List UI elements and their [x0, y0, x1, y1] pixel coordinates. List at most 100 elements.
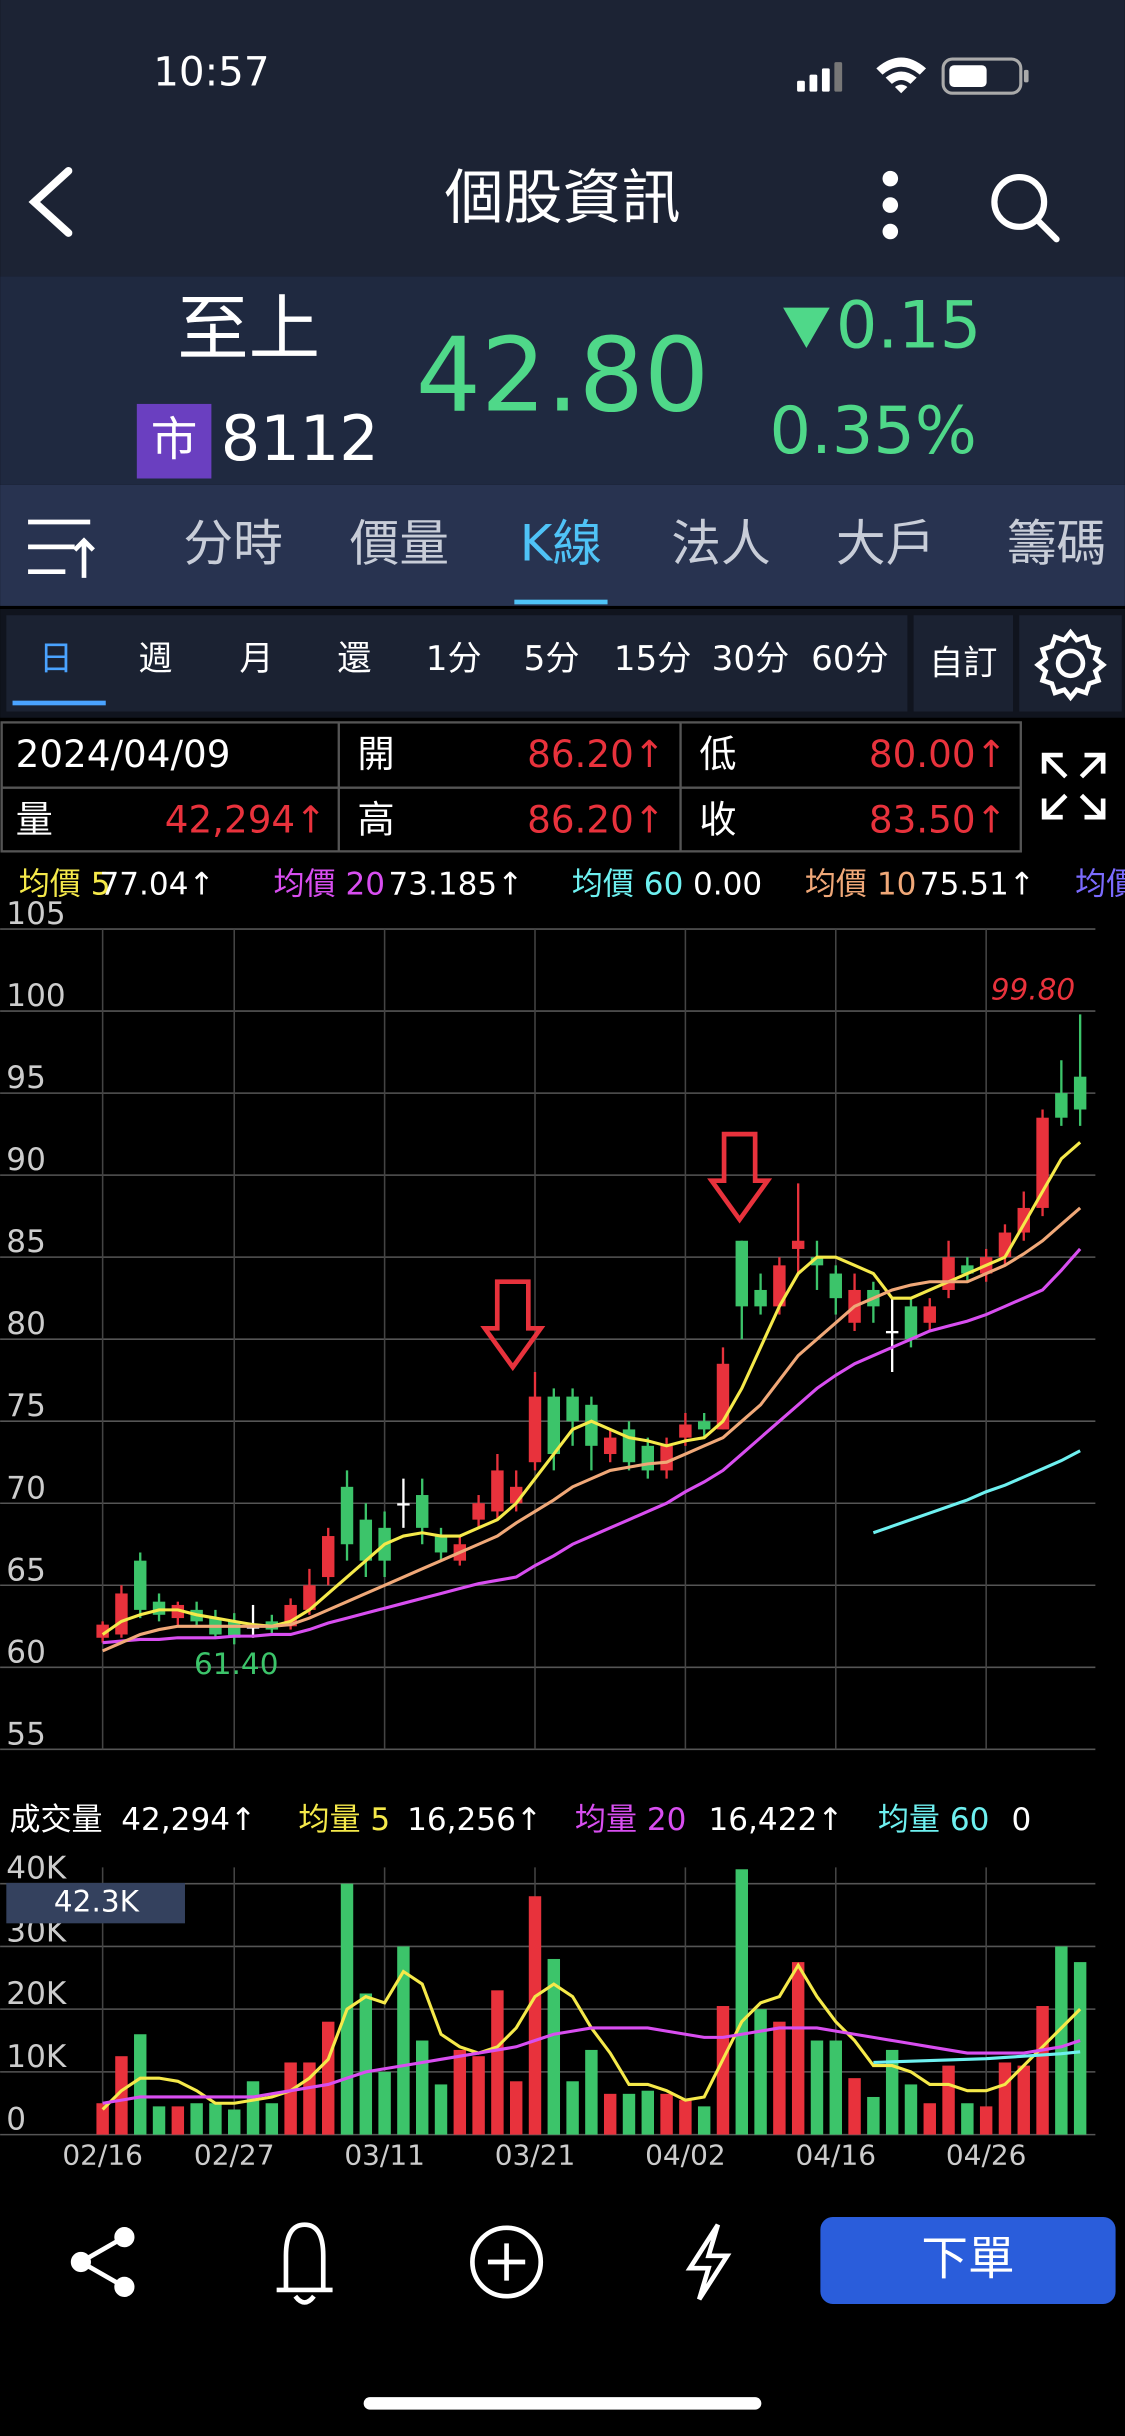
- share-button[interactable]: [70, 2227, 135, 2297]
- ma-line: [873, 2050, 1081, 2065]
- volume-bar: [434, 2084, 448, 2135]
- x-tick-label: 04/16: [795, 2138, 876, 2171]
- volume-bar: [998, 2062, 1012, 2135]
- volume-bar: [491, 1990, 504, 2135]
- settings-icon[interactable]: [1034, 628, 1107, 702]
- volume-bar: [867, 2096, 880, 2135]
- candle-body: [697, 1421, 711, 1430]
- period-underline: [12, 700, 106, 706]
- header-bg: [0, 0, 1125, 277]
- add-button[interactable]: [470, 2225, 544, 2299]
- x-tick-label: 03/11: [344, 2138, 425, 2171]
- down-triangle: [783, 307, 830, 348]
- volume-bar: [1055, 1946, 1068, 2135]
- tab[interactable]: 大戶: [836, 514, 935, 572]
- legend-name: 均量 5: [298, 1802, 390, 1838]
- volume-bar: [848, 2078, 861, 2135]
- info-value: 86.20↑: [527, 732, 665, 776]
- more-button[interactable]: [882, 170, 899, 240]
- tab[interactable]: 價量: [350, 514, 449, 572]
- period[interactable]: 15分: [614, 639, 692, 679]
- order-label[interactable]: 下單: [921, 2232, 1014, 2286]
- custom-period[interactable]: 自訂: [929, 643, 997, 683]
- tab[interactable]: 分時: [183, 514, 282, 572]
- volume-bar: [885, 2049, 899, 2135]
- period[interactable]: 60分: [811, 639, 889, 679]
- candle-body: [773, 1265, 786, 1307]
- volume-bar: [171, 2106, 185, 2135]
- market-badge: [136, 403, 212, 479]
- candle-body: [528, 1396, 542, 1463]
- y-tick-label: 0: [6, 2102, 26, 2138]
- low-annotation: 61.40: [194, 1647, 278, 1681]
- x-tick-label: 03/21: [495, 2138, 576, 2171]
- candle-body: [491, 1470, 504, 1512]
- tab[interactable]: 籌碼: [1007, 514, 1106, 572]
- candle-body: [735, 1240, 748, 1307]
- volume-bar: [415, 2040, 429, 2135]
- back-button[interactable]: [28, 167, 73, 237]
- y-tick-label: 105: [6, 896, 65, 932]
- candle-body: [904, 1306, 918, 1340]
- candle-body: [585, 1404, 598, 1446]
- volume-bar: [754, 2009, 767, 2135]
- volume-bar: [622, 2093, 636, 2135]
- volume-bar: [979, 2106, 993, 2135]
- volume-bar: [246, 2081, 260, 2135]
- y-tick-label: 65: [6, 1552, 46, 1588]
- home-indicator: [363, 2397, 762, 2410]
- y-tick-label: 75: [6, 1388, 46, 1424]
- period[interactable]: 還: [337, 639, 371, 679]
- price-change-pct: 0.35%: [770, 393, 977, 469]
- period[interactable]: 30分: [712, 639, 790, 679]
- y-tick-label: 100: [6, 978, 65, 1014]
- order-button[interactable]: [820, 2216, 1116, 2304]
- candle-body: [340, 1486, 354, 1545]
- period[interactable]: 1分: [426, 639, 482, 679]
- value-label: 42.3K: [54, 1885, 140, 1919]
- period[interactable]: 週: [138, 639, 172, 679]
- volume-bar: [961, 2103, 974, 2135]
- value-label-box: [6, 1882, 185, 1924]
- legend-name: 成交量: [9, 1802, 102, 1838]
- menu-icon[interactable]: [28, 519, 95, 578]
- candle-body: [1055, 1093, 1068, 1118]
- period[interactable]: 日: [39, 639, 73, 679]
- candle-body: [923, 1306, 936, 1323]
- info-value: 83.50↑: [869, 797, 1007, 841]
- period[interactable]: 5分: [524, 639, 580, 679]
- custom-box[interactable]: [913, 615, 1014, 712]
- candle-body: [791, 1240, 805, 1249]
- search-button[interactable]: [991, 174, 1060, 243]
- volume-bar: [190, 2103, 203, 2135]
- volume-bar: [641, 2090, 655, 2135]
- volume-bar: [547, 1958, 561, 2135]
- arrow: [480, 1279, 546, 1372]
- expand-button[interactable]: [1041, 752, 1106, 820]
- volume-bar: [96, 2103, 109, 2135]
- volume-bar: [134, 2034, 147, 2135]
- candle-body: [322, 1536, 335, 1578]
- legend-value: 0.00: [693, 867, 762, 903]
- y-tick-label: 95: [6, 1060, 46, 1096]
- tab[interactable]: K線: [520, 514, 602, 572]
- volume-bar: [209, 2103, 222, 2135]
- volume-bar: [453, 2049, 467, 2135]
- alert-button[interactable]: [276, 2222, 333, 2305]
- volume-bar: [791, 1962, 805, 2135]
- volume-bar: [1073, 1962, 1087, 2135]
- flash-button[interactable]: [685, 2223, 732, 2301]
- y-tick-label: 80: [6, 1306, 46, 1342]
- volume-bar: [228, 2109, 241, 2135]
- price-change: 0.15: [836, 287, 981, 363]
- volume-bar: [397, 1946, 410, 2135]
- legend-name: 均量 20: [575, 1802, 687, 1838]
- volume-bar: [697, 2106, 711, 2135]
- volume-bar: [923, 2103, 936, 2135]
- candle-body: [641, 1445, 655, 1471]
- info-date: 2024/04/09: [16, 732, 231, 776]
- tab[interactable]: 法人: [671, 514, 770, 572]
- period[interactable]: 月: [239, 639, 273, 679]
- candle-body: [152, 1601, 166, 1615]
